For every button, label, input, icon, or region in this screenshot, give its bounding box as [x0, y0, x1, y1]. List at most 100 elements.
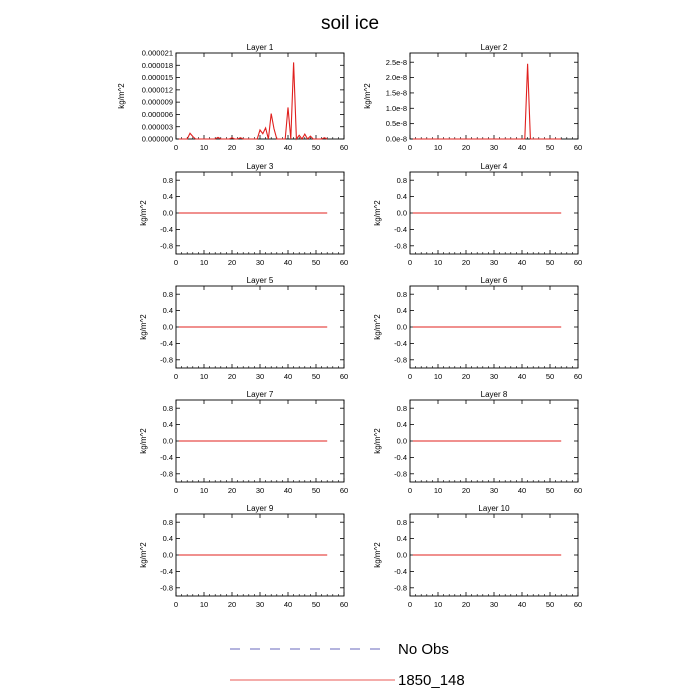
y-tick-label: -0.4 — [160, 453, 173, 462]
legend-label-1850-148: 1850_148 — [398, 672, 465, 689]
x-tick-label: 0 — [174, 372, 178, 381]
y-tick-label: -0.4 — [160, 567, 173, 576]
series-line-1850-148 — [412, 63, 562, 140]
y-tick-label: -0.8 — [160, 469, 173, 478]
figure-title: soil ice — [321, 13, 379, 34]
y-tick-label: 0.4 — [397, 420, 407, 429]
y-tick-label: 0.000012 — [142, 85, 173, 94]
y-tick-label: 0.8 — [397, 176, 407, 185]
x-tick-label: 60 — [574, 372, 582, 381]
y-tick-label: -0.8 — [160, 241, 173, 250]
x-tick-label: 50 — [546, 143, 554, 152]
y-tick-label: 0.000021 — [142, 49, 173, 58]
x-tick-label: 10 — [434, 143, 442, 152]
y-tick-label: 0.0 — [397, 323, 407, 332]
x-tick-label: 0 — [408, 258, 412, 267]
y-tick-label: -0.8 — [394, 355, 407, 364]
panel-title: Layer 9 — [247, 504, 274, 513]
x-tick-label: 30 — [490, 600, 498, 609]
x-tick-label: 0 — [408, 143, 412, 152]
x-tick-label: 30 — [256, 600, 264, 609]
y-tick-label: 1.5e-8 — [386, 89, 407, 98]
panel-title: Layer 7 — [247, 390, 274, 399]
y-tick-label: -0.8 — [394, 241, 407, 250]
panel-title: Layer 10 — [478, 504, 510, 513]
y-tick-label: 2.5e-8 — [386, 58, 407, 67]
y-axis-label: kg/m^2 — [117, 83, 126, 109]
y-axis-label: kg/m^2 — [363, 83, 372, 109]
x-tick-label: 10 — [434, 486, 442, 495]
y-axis-label: kg/m^2 — [373, 542, 382, 568]
y-tick-label: 0.0 — [163, 551, 173, 560]
panel-title: Layer 6 — [481, 276, 508, 285]
x-tick-label: 50 — [312, 372, 320, 381]
x-tick-label: 20 — [228, 600, 236, 609]
y-tick-label: 0.4 — [397, 306, 407, 315]
y-tick-label: 0.0 — [163, 209, 173, 218]
panel-title: Layer 8 — [481, 390, 508, 399]
x-tick-label: 50 — [546, 600, 554, 609]
y-axis-label: kg/m^2 — [373, 200, 382, 226]
y-tick-label: 0.8 — [163, 404, 173, 413]
panel-layer-8: Layer 8 0 10 20 30 40 50 60 -0.8 -0.4 0.0 0.4 0.8 kg/… — [373, 390, 582, 495]
y-tick-label: 0.000000 — [142, 135, 173, 144]
y-axis-label: kg/m^2 — [139, 200, 148, 226]
x-tick-label: 10 — [200, 258, 208, 267]
x-tick-label: 60 — [340, 143, 348, 152]
panel-layer-1: Layer 1 0 10 20 30 40 50 60 0.000000 0.000003 0.00… — [117, 43, 348, 152]
y-tick-label: -0.8 — [394, 583, 407, 592]
x-tick-label: 0 — [408, 486, 412, 495]
y-tick-label: 0.0 — [163, 437, 173, 446]
x-tick-label: 40 — [284, 258, 292, 267]
x-tick-label: 10 — [200, 486, 208, 495]
y-tick-label: 1.0e-8 — [386, 104, 407, 113]
x-tick-label: 50 — [312, 486, 320, 495]
x-tick-label: 20 — [228, 258, 236, 267]
x-tick-label: 60 — [574, 143, 582, 152]
y-tick-label: 0.4 — [397, 534, 407, 543]
y-tick-label: -0.4 — [160, 339, 173, 348]
y-tick-label: 0.000006 — [142, 110, 173, 119]
x-tick-label: 60 — [340, 600, 348, 609]
x-tick-label: 40 — [518, 600, 526, 609]
y-tick-label: 0.8 — [163, 518, 173, 527]
y-tick-label: -0.8 — [394, 469, 407, 478]
x-tick-label: 40 — [284, 143, 292, 152]
y-tick-label: -0.8 — [160, 583, 173, 592]
legend-label-no-obs: No Obs — [398, 641, 449, 658]
x-tick-label: 40 — [284, 486, 292, 495]
panel-grid: Layer 10 10 20 30 40 50 600.0000000.0000030.00… — [117, 43, 582, 609]
x-tick-label: 0 — [174, 258, 178, 267]
x-tick-label: 20 — [462, 600, 470, 609]
panel-title: Layer 4 — [481, 162, 508, 171]
y-tick-label: 0.000003 — [142, 122, 173, 131]
x-tick-label: 10 — [434, 600, 442, 609]
panel-layer-5: Layer 5 0 10 20 30 40 50 60 -0.8 -0.4 0.0 0.4 0.8 kg/… — [139, 276, 348, 381]
x-tick-label: 50 — [546, 372, 554, 381]
y-tick-label: 0.8 — [163, 176, 173, 185]
x-tick-label: 0 — [174, 486, 178, 495]
y-tick-label: 0.4 — [163, 192, 173, 201]
y-axis-label: kg/m^2 — [139, 542, 148, 568]
x-tick-label: 0 — [174, 143, 178, 152]
y-tick-label: 2.0e-8 — [386, 73, 407, 82]
panel-layer-9: Layer 9 0 10 20 30 40 50 60 -0.8 -0.4 0.0 0.4 0.8 kg/… — [139, 504, 348, 609]
y-axis-label: kg/m^2 — [373, 314, 382, 340]
x-tick-label: 30 — [256, 372, 264, 381]
x-tick-label: 40 — [518, 486, 526, 495]
x-tick-label: 10 — [200, 143, 208, 152]
y-tick-label: 0.4 — [163, 306, 173, 315]
x-tick-label: 20 — [228, 372, 236, 381]
x-tick-label: 60 — [574, 600, 582, 609]
x-tick-label: 0 — [174, 600, 178, 609]
y-tick-label: 0.8 — [397, 404, 407, 413]
y-tick-label: -0.4 — [394, 453, 407, 462]
x-tick-label: 10 — [434, 372, 442, 381]
y-tick-label: 0.0 — [397, 551, 407, 560]
y-tick-label: 0.000018 — [142, 61, 173, 70]
x-tick-label: 50 — [546, 258, 554, 267]
panel-layer-2: Layer 2 0 10 20 30 40 50 60 0.0e-8 0.5e-8 1.0e-8 1.… — [363, 43, 582, 152]
y-tick-label: -0.4 — [394, 339, 407, 348]
x-tick-label: 40 — [518, 143, 526, 152]
